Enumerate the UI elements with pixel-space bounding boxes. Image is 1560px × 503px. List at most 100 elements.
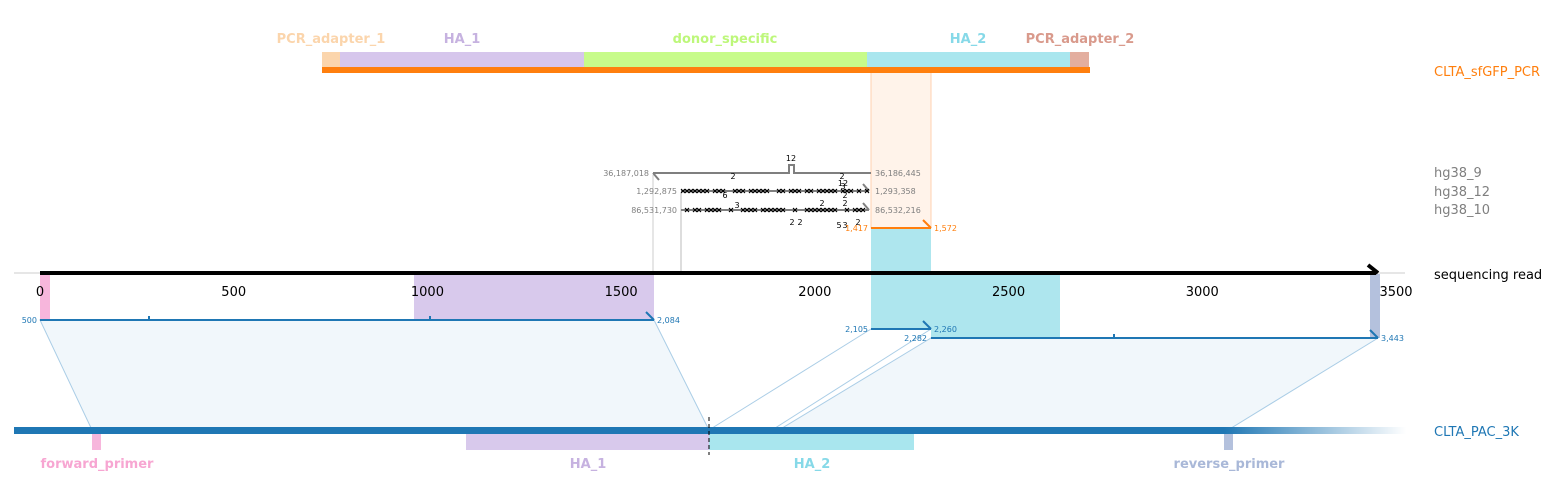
mismatch-mark xyxy=(700,188,706,194)
mismatch-mark xyxy=(708,207,714,213)
hg12-right-coord: 1,293,358 xyxy=(875,187,916,196)
mismatch-mark xyxy=(760,207,766,213)
mismatch-mark xyxy=(788,188,794,194)
track-label-hg38-10: hg38_10 xyxy=(1434,203,1490,218)
mismatch-mark xyxy=(692,207,698,213)
mismatch-mark xyxy=(696,207,702,213)
axis-tick-label: 2500 xyxy=(992,285,1025,300)
pcr-feature-adapter1 xyxy=(322,52,340,68)
mismatch-mark xyxy=(756,188,762,194)
mismatch-mark xyxy=(716,207,722,213)
mismatch-mark xyxy=(820,188,826,194)
mismatch-mark xyxy=(840,188,846,194)
mismatch-mark xyxy=(812,207,818,213)
track-label-read: sequencing read xyxy=(1434,268,1542,283)
hg9-alignment-line xyxy=(653,164,871,174)
track-label-pcr: CLTA_sfGFP_PCR xyxy=(1434,65,1540,80)
axis-tick-label: 2000 xyxy=(798,285,831,300)
indel-count: 2 xyxy=(730,172,735,181)
mismatch-mark xyxy=(716,188,722,194)
mismatch-mark xyxy=(852,207,858,213)
indel-count: 2 xyxy=(839,172,844,181)
mismatch-mark xyxy=(776,188,782,194)
mismatch-mark xyxy=(832,188,838,194)
indel-count: 2 xyxy=(842,191,847,200)
mismatch-mark xyxy=(768,207,774,213)
read-reverse-primer-region xyxy=(1370,274,1380,338)
mismatch-mark xyxy=(744,207,750,213)
ref-label-forward-primer: forward_primer xyxy=(41,457,155,472)
indel-count: 3 xyxy=(840,182,845,191)
mismatch-mark xyxy=(680,188,686,194)
mismatch-mark xyxy=(704,207,710,213)
indel-count: 2 xyxy=(855,218,860,227)
mismatch-mark xyxy=(732,188,738,194)
mismatch-mark xyxy=(696,188,702,194)
mismatch-mark xyxy=(712,207,718,213)
axis-tick-label: 500 xyxy=(221,285,246,300)
aln-a-left-coord: 500 xyxy=(22,316,37,325)
ref-feature-forward-primer xyxy=(92,434,101,450)
hg12-left-coord: 1,292,875 xyxy=(636,187,677,196)
mismatch-mark xyxy=(748,207,754,213)
axis-ticks: 0 500 1000 1500 2000 2500 3000 3500 xyxy=(36,285,1413,300)
indel-count: 2 xyxy=(842,199,847,208)
read-ha1-region xyxy=(414,274,654,320)
mismatch-mark xyxy=(864,188,870,194)
mismatch-mark xyxy=(856,207,862,213)
hg9-right-coord: 36,186,445 xyxy=(875,169,921,178)
mismatch-mark xyxy=(820,207,826,213)
band-b-left xyxy=(708,328,872,431)
reference-track: forward_primer HA_1 HA_2 reverse_primer xyxy=(14,417,1406,472)
pcr-donor-track: PCR_adapter_1 HA_1 donor_specific HA_2 P… xyxy=(277,32,1134,229)
mismatch-mark xyxy=(808,188,814,194)
mismatch-marks xyxy=(680,188,870,213)
mismatch-mark xyxy=(796,188,802,194)
mismatch-mark xyxy=(860,207,866,213)
mismatch-mark xyxy=(776,207,782,213)
mismatch-mark xyxy=(728,207,734,213)
pcr-label-ha1: HA_1 xyxy=(444,32,481,47)
mismatch-mark xyxy=(780,207,786,213)
mismatch-mark xyxy=(804,207,810,213)
hg10-right-coord: 86,532,216 xyxy=(875,206,921,215)
axis-tick-label: 1000 xyxy=(411,285,444,300)
read-forward-primer-region xyxy=(40,274,50,320)
mismatch-mark xyxy=(740,188,746,194)
genome-alignments: 12 2 6 3 2 2 2 2 3 2 5 3 2 12 2 36,187,0… xyxy=(603,154,921,272)
ref-backbone xyxy=(14,427,1224,434)
pcr-alignment-fill xyxy=(871,228,931,272)
mismatch-mark xyxy=(824,188,830,194)
ref-label-ha2: HA_2 xyxy=(794,457,831,472)
mismatch-mark xyxy=(684,188,690,194)
pcr-label-ha2: HA_2 xyxy=(950,32,987,47)
mismatch-mark xyxy=(752,207,758,213)
mismatch-mark xyxy=(748,188,754,194)
pcr-backbone xyxy=(322,67,1090,73)
indel-count: 5 xyxy=(836,221,841,230)
pcr-arrow-icon xyxy=(922,219,932,229)
hg10-left-coord: 86,531,730 xyxy=(631,206,677,215)
ref-backbone-fade xyxy=(1224,427,1406,434)
band-c xyxy=(777,337,1380,431)
aln-a-arrow-icon xyxy=(645,311,655,321)
track-label-hg38-12: hg38_12 xyxy=(1434,185,1490,200)
pcr-feature-adapter2 xyxy=(1070,52,1089,68)
mismatch-mark xyxy=(804,188,810,194)
mismatch-mark xyxy=(692,188,698,194)
ref-label-reverse-primer: reverse_primer xyxy=(1174,457,1286,472)
read-axis: 0 500 1000 1500 2000 2500 3000 3500 xyxy=(14,263,1413,300)
band-a xyxy=(39,319,710,431)
mismatch-mark xyxy=(772,207,778,213)
read-ha2-region-b xyxy=(931,274,1060,338)
mismatch-mark xyxy=(832,207,838,213)
mismatch-mark xyxy=(816,207,822,213)
ref-alignment-lines: 500 2,084 2,105 2,260 2,282 3,443 xyxy=(22,311,1404,343)
track-label-hg38-9: hg38_9 xyxy=(1434,166,1482,181)
axis-tick-label: 3500 xyxy=(1379,285,1412,300)
aln-c-left-coord: 2,282 xyxy=(904,334,927,343)
mismatch-mark xyxy=(684,207,690,213)
aln-c-right-coord: 3,443 xyxy=(1381,334,1404,343)
indel-count: 12 xyxy=(838,179,848,188)
